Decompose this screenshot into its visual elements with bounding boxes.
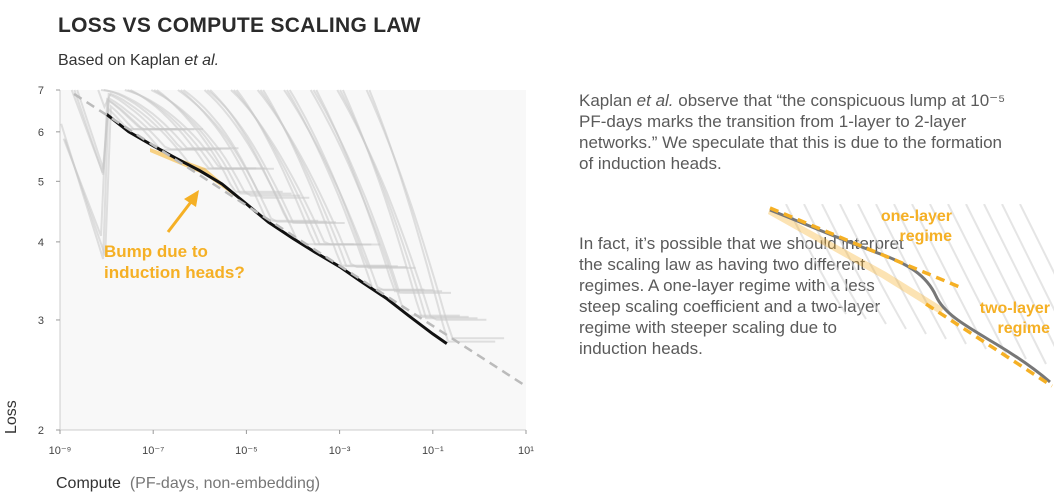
training-curve <box>206 89 345 224</box>
one-layer-regime-label: one-layer regime <box>820 207 952 247</box>
training-curve <box>283 89 434 292</box>
two-layer-fit <box>925 302 1053 388</box>
y-axis-label: Loss <box>3 400 20 434</box>
chart-title: LOSS VS COMPUTE SCALING LAW <box>58 14 421 37</box>
inset-training-curve <box>947 204 1027 360</box>
x-tick-label: 10⁻⁹ <box>49 445 72 457</box>
x-axis-title: Compute <box>56 475 121 492</box>
training-curve <box>288 89 416 269</box>
training-curves <box>60 89 505 343</box>
x-tick-label: 10¹ <box>518 445 534 457</box>
inset-training-curve <box>1019 204 1054 275</box>
bump-annotation: Bump due to induction heads? <box>104 241 245 283</box>
one-layer-band <box>768 208 944 314</box>
inset-training-curve <box>1001 204 1054 312</box>
inset-training-curve <box>821 204 887 325</box>
two-layer-line2: regime <box>997 320 1050 337</box>
x-tick-label: 10⁻⁵ <box>235 445 258 457</box>
x-tick-label: 10⁻³ <box>329 445 351 457</box>
inset-training-curve <box>839 204 907 330</box>
x-axis-unit: (PF-days, non-embedding) <box>129 475 321 492</box>
two-layer-regime-label: two-layer regime <box>930 299 1050 339</box>
training-curve <box>365 89 505 340</box>
chart-subtitle: Based on Kaplan et al. <box>58 52 219 70</box>
y-tick-label: 7 <box>38 85 44 97</box>
ticks-layer: 10⁻⁹ 10⁻⁷ 10⁻⁵ 10⁻³ 10⁻¹ 10¹ 7 6 5 4 3 2 <box>38 85 534 457</box>
series-layer <box>73 92 527 388</box>
inset-training-curve <box>929 204 1007 355</box>
y-tick-label: 2 <box>38 425 44 437</box>
y-tick-label: 5 <box>38 176 44 188</box>
one-layer-line1: one-layer <box>880 208 952 225</box>
subtitle-italic: et al. <box>184 52 220 69</box>
x-axis-label: Compute (PF-days, non-embedding) <box>56 475 320 493</box>
training-curve <box>336 89 487 321</box>
inset-training-curve <box>911 204 987 350</box>
training-curve <box>124 89 274 170</box>
note1-text: observe that “the conspicuous lump at 10… <box>579 91 1006 173</box>
note1-prefix: Kaplan <box>579 91 637 110</box>
one-layer-line2: regime <box>899 228 952 245</box>
subtitle-prefix: Based on Kaplan <box>58 52 185 69</box>
bump-area <box>150 148 240 200</box>
note-paragraph-1: Kaplan et al. observe that “the conspicu… <box>579 90 1019 174</box>
inset-training-curves <box>785 204 1054 365</box>
training-curve <box>312 89 451 294</box>
bump-annotation-line2: induction heads? <box>104 263 245 282</box>
note1-italic: et al. <box>636 91 674 110</box>
y-tick-label: 3 <box>38 315 44 327</box>
regime-inset <box>768 204 1054 388</box>
one-layer-fit <box>769 206 963 290</box>
inset-training-curve <box>965 204 1047 365</box>
two-layer-line1: two-layer <box>979 300 1050 317</box>
x-tick-label: 10⁻⁷ <box>142 445 164 457</box>
bump-highlight <box>150 148 240 200</box>
inset-training-curve <box>803 204 867 320</box>
inset-training-curve <box>785 204 847 315</box>
y-tick-label: 6 <box>38 127 44 139</box>
inset-training-curve <box>983 204 1054 347</box>
y-tick-label: 4 <box>38 237 44 249</box>
inset-training-curve <box>857 204 927 335</box>
inset-frontier <box>769 208 1051 384</box>
bump-arrow <box>166 190 199 233</box>
x-tick-label: 10⁻¹ <box>422 445 444 457</box>
main-chart: 10⁻⁹ 10⁻⁷ 10⁻⁵ 10⁻³ 10⁻¹ 10¹ 7 6 5 4 3 2 <box>38 85 534 457</box>
training-curve <box>309 89 460 317</box>
bump-annotation-line1: Bump due to <box>104 242 208 261</box>
training-curve <box>230 89 381 246</box>
training-curve <box>100 89 239 150</box>
